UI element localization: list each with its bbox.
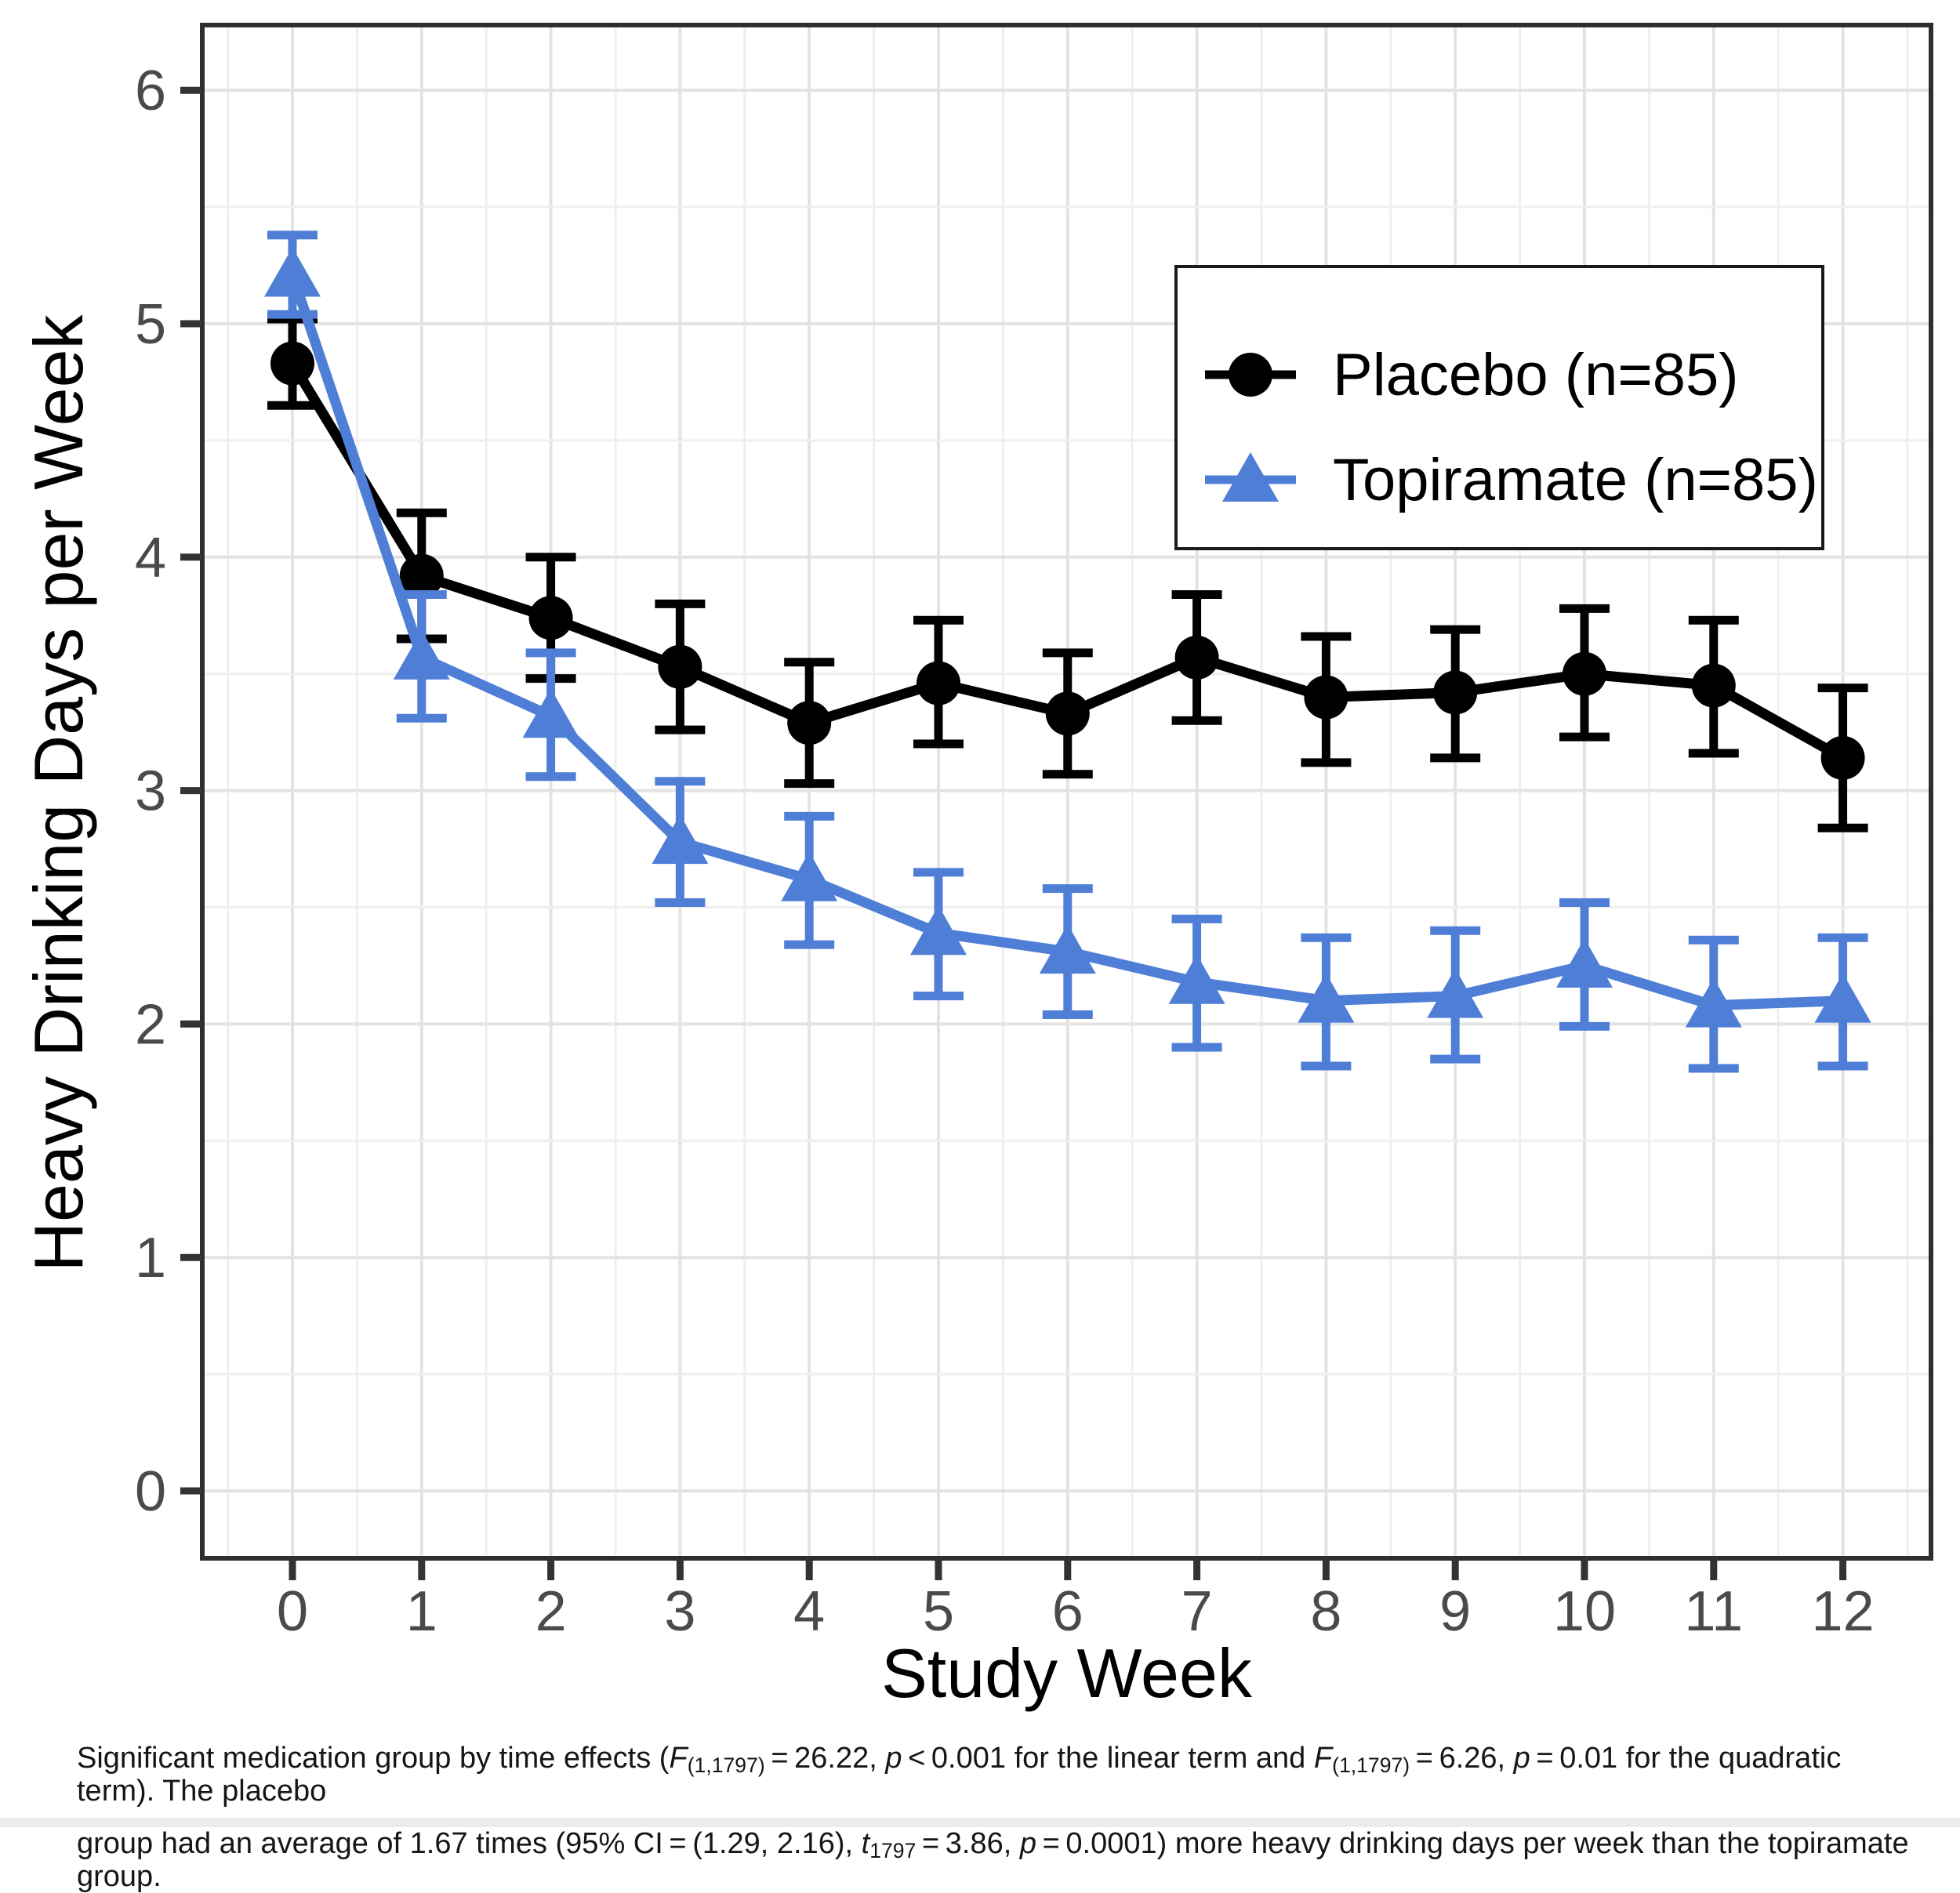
- x-axis-title: Study Week: [881, 1634, 1253, 1712]
- caption-stat-symbol: p: [1513, 1742, 1530, 1775]
- caption-stat-symbol: p: [885, 1742, 902, 1775]
- data-point-marker: [528, 596, 573, 640]
- caption-stat-symbol: p: [1019, 1827, 1037, 1860]
- caption-text: = 26.22,: [764, 1742, 886, 1775]
- data-point-marker: [1685, 977, 1742, 1028]
- data-point-marker: [1556, 937, 1613, 988]
- data-point-marker: [1820, 735, 1865, 780]
- y-tick-label: 5: [135, 293, 166, 356]
- data-point-marker: [1298, 973, 1355, 1023]
- data-point-marker: [652, 814, 709, 865]
- data-point-marker: [916, 661, 960, 705]
- y-tick-label: 6: [135, 60, 166, 122]
- caption-text: group had an average of 1.67 times (95% …: [77, 1827, 862, 1860]
- y-tick-label: 4: [135, 527, 166, 589]
- data-point-marker: [399, 553, 444, 598]
- data-point-marker: [1039, 924, 1096, 974]
- data-point-marker: [787, 701, 832, 745]
- legend-circle-icon: [1229, 353, 1272, 397]
- data-point-marker: [1304, 675, 1348, 720]
- data-point-marker: [522, 688, 579, 738]
- caption-stat-symbol: t: [861, 1827, 870, 1860]
- legend-item: Placebo (n=85): [1205, 342, 1739, 408]
- caption-text: Significant medication group by time eff…: [77, 1742, 670, 1775]
- y-tick-label: 1: [135, 1227, 166, 1289]
- y-tick-label: 3: [135, 760, 166, 823]
- x-tick-label: 7: [1181, 1580, 1213, 1643]
- data-point-marker: [1045, 691, 1090, 736]
- data-point-marker: [1691, 663, 1736, 708]
- caption-subscript: (1,1797): [1332, 1753, 1410, 1777]
- data-point-marker: [1563, 651, 1606, 696]
- data-point-marker: [781, 851, 838, 901]
- data-point-marker: [658, 644, 702, 689]
- x-tick-label: 8: [1310, 1580, 1341, 1643]
- data-point-marker: [910, 905, 967, 956]
- caption-subscript: 1797: [869, 1838, 916, 1862]
- caption-text: = 0.01 for the quadratic term). The plac…: [77, 1742, 1842, 1808]
- legend-label: Placebo (n=85): [1333, 342, 1739, 408]
- x-tick-label: 3: [664, 1580, 695, 1643]
- x-tick-label: 6: [1052, 1580, 1083, 1643]
- legend-box: [1174, 265, 1824, 550]
- data-point-marker: [264, 247, 321, 297]
- data-point-marker: [1427, 968, 1484, 1018]
- caption-text: < 0.001 for the linear term and: [902, 1742, 1314, 1775]
- data-point-marker: [270, 341, 314, 386]
- caption-line-1: Significant medication group by time eff…: [77, 1742, 1927, 1808]
- series-topiramate: [264, 230, 1871, 1073]
- data-point-marker: [1168, 954, 1225, 1004]
- x-tick-label: 0: [277, 1580, 308, 1643]
- x-tick-label: 10: [1553, 1580, 1616, 1643]
- x-tick-label: 1: [406, 1580, 437, 1643]
- y-tick-label: 2: [135, 993, 166, 1056]
- caption-subscript: (1,1797): [687, 1753, 765, 1777]
- x-tick-label: 4: [793, 1580, 825, 1643]
- x-tick-label: 2: [535, 1580, 567, 1643]
- x-tick-label: 9: [1439, 1580, 1471, 1643]
- x-tick-label: 11: [1684, 1580, 1743, 1643]
- x-tick-label: 12: [1812, 1580, 1875, 1643]
- caption-text: = 3.86,: [916, 1827, 1020, 1860]
- x-tick-label: 5: [923, 1580, 954, 1643]
- legend-label: Topiramate (n=85): [1333, 447, 1818, 513]
- series-placebo: [267, 314, 1868, 832]
- caption-stat-symbol: F: [1313, 1742, 1333, 1775]
- legend-item: Topiramate (n=85): [1205, 447, 1818, 513]
- data-point-marker: [1174, 635, 1219, 680]
- data-point-marker: [1814, 973, 1871, 1023]
- y-axis-title: Heavy Drinking Days per Week: [20, 314, 97, 1271]
- data-point-marker: [1433, 670, 1478, 715]
- caption-line-2: group had an average of 1.67 times (95% …: [77, 1827, 1927, 1893]
- y-tick-label: 0: [135, 1460, 166, 1523]
- legend-triangle-icon: [1222, 452, 1279, 502]
- legend: Placebo (n=85) Topiramate (n=85): [1174, 265, 1824, 550]
- caption-stat-symbol: F: [669, 1742, 688, 1775]
- bottom-strip: [0, 1818, 1960, 1827]
- caption-text: = 6.26,: [1410, 1742, 1514, 1775]
- data-point-marker: [393, 629, 450, 680]
